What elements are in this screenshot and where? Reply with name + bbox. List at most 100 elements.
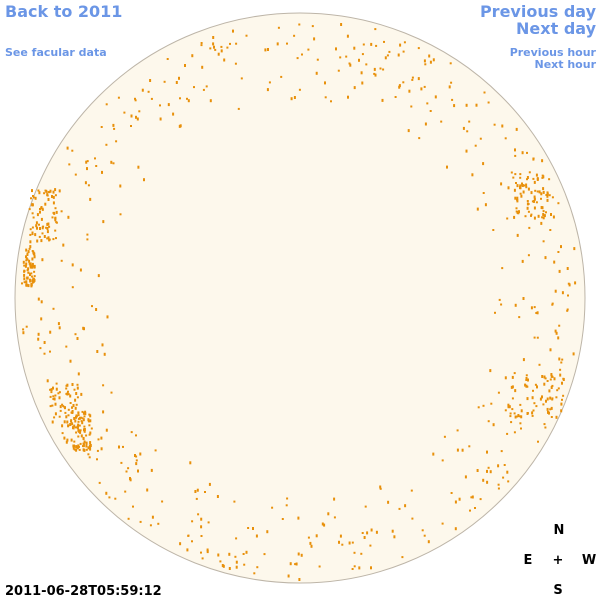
facula (428, 54, 431, 58)
facula (559, 368, 562, 371)
facula (309, 541, 312, 545)
facula (476, 469, 479, 472)
next-hour-link[interactable]: Next hour (535, 58, 597, 71)
facula (137, 469, 139, 473)
facula (301, 53, 303, 56)
facula (163, 80, 166, 83)
facula (89, 414, 92, 418)
facula (186, 97, 188, 100)
facula (67, 414, 70, 417)
facula (506, 432, 509, 435)
facula (240, 77, 243, 80)
facula (515, 182, 517, 184)
facula (482, 162, 485, 166)
facula (39, 208, 41, 210)
facula (25, 248, 28, 252)
facula (526, 178, 528, 181)
facula (450, 492, 453, 494)
facula (29, 280, 32, 283)
facula (424, 122, 427, 126)
facula (555, 415, 558, 419)
facula (514, 196, 517, 200)
solar-disk (14, 12, 586, 584)
facula (509, 412, 512, 415)
facula (497, 464, 500, 468)
facula (228, 567, 231, 570)
facula (78, 424, 81, 427)
facula (78, 445, 80, 448)
facula (546, 194, 549, 198)
facula (446, 165, 448, 169)
facula (533, 206, 536, 210)
previous-hour-link[interactable]: Previous hour (510, 46, 597, 59)
back-link[interactable]: Back to 2011 (5, 2, 122, 21)
facula (554, 289, 557, 293)
facula (47, 198, 50, 201)
facula (365, 63, 368, 66)
facula (38, 223, 40, 226)
facula (346, 34, 349, 38)
facula (105, 491, 108, 495)
facula (135, 115, 137, 119)
facula (151, 515, 154, 519)
facula (166, 58, 169, 60)
facula (83, 428, 86, 431)
facula (361, 53, 364, 56)
next-day-link[interactable]: Next day (516, 19, 597, 38)
facular-link[interactable]: See facular data (5, 46, 107, 59)
facula (157, 522, 160, 525)
facula (360, 71, 363, 75)
facula (83, 448, 86, 452)
facula (51, 404, 54, 407)
facula (520, 427, 522, 430)
facula (90, 427, 93, 430)
facula (294, 563, 297, 566)
facula (525, 183, 528, 187)
facula (75, 426, 77, 429)
facula (556, 389, 559, 392)
facula (85, 441, 88, 445)
facula (339, 534, 342, 538)
facula (44, 202, 47, 206)
facula (70, 411, 73, 414)
facula (82, 442, 85, 446)
facula (127, 467, 130, 470)
facula (150, 97, 153, 100)
facula (527, 378, 529, 382)
facula (84, 410, 87, 413)
facula (347, 95, 349, 99)
facula (87, 418, 90, 422)
facula (33, 275, 36, 278)
facula (22, 260, 25, 264)
facula (520, 194, 523, 198)
facula (506, 470, 509, 474)
facula (432, 452, 435, 456)
facula (23, 273, 26, 277)
compass-south: S (553, 583, 562, 598)
facula (541, 395, 543, 399)
compass-north: N (554, 523, 565, 538)
facula (235, 537, 238, 540)
facula (450, 81, 453, 84)
previous-day-link[interactable]: Previous day (480, 2, 597, 21)
facula (348, 541, 351, 545)
facula (536, 311, 539, 315)
facula (522, 190, 525, 194)
facula (117, 96, 120, 99)
facula (411, 76, 414, 79)
facula (69, 402, 72, 404)
facula (519, 192, 522, 195)
facula (341, 543, 344, 546)
facula (551, 398, 554, 401)
facula (101, 170, 103, 174)
facula (75, 403, 78, 406)
facula (114, 497, 117, 500)
facula (55, 210, 58, 214)
facula (123, 111, 126, 114)
facula (228, 552, 231, 556)
facula (100, 126, 103, 128)
facula (534, 189, 537, 192)
facula (58, 326, 61, 330)
facula (290, 97, 293, 101)
facula (31, 231, 34, 234)
